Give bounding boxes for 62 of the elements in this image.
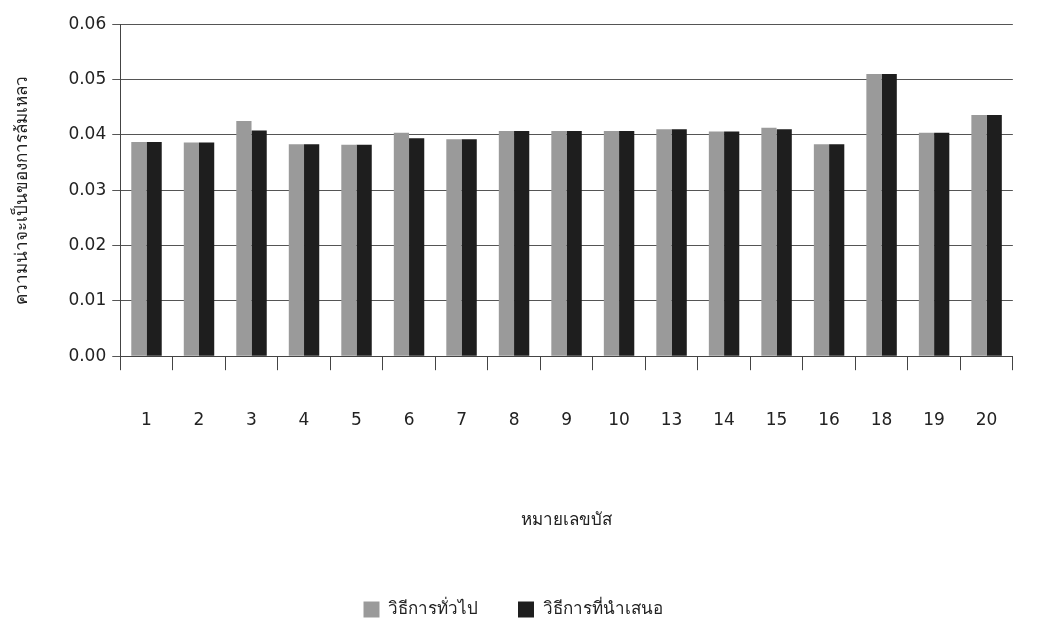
legend-label: วิธีการทั่วไป bbox=[388, 595, 478, 618]
x-tick-label: 9 bbox=[561, 408, 572, 429]
bar bbox=[409, 138, 425, 356]
bar bbox=[131, 142, 147, 356]
bar bbox=[498, 130, 515, 356]
x-tick-label: 20 bbox=[975, 408, 998, 429]
y-tick-label: 0.01 bbox=[68, 289, 107, 310]
bar bbox=[603, 130, 620, 356]
bar bbox=[146, 142, 162, 356]
bar bbox=[866, 74, 882, 356]
bar bbox=[446, 139, 462, 356]
bar bbox=[236, 121, 252, 356]
bar bbox=[671, 129, 687, 356]
y-tick-label: 0.02 bbox=[68, 233, 107, 254]
x-tick-label: 4 bbox=[298, 408, 310, 429]
bar bbox=[183, 142, 200, 356]
x-tick-label: 8 bbox=[508, 408, 520, 429]
bar bbox=[514, 130, 530, 356]
x-tick-label: 3 bbox=[246, 408, 257, 429]
bar bbox=[288, 144, 305, 356]
x-tick-label: 1 bbox=[141, 408, 152, 429]
bar bbox=[551, 130, 567, 356]
x-tick-label: 19 bbox=[923, 408, 945, 429]
bar bbox=[393, 132, 410, 356]
legend-label: วิธีการที่นำเสนอ bbox=[542, 595, 663, 618]
y-tick-label: 0.06 bbox=[68, 12, 107, 33]
bar bbox=[708, 131, 725, 356]
x-tick-label: 10 bbox=[608, 408, 630, 429]
x-tick-label: 15 bbox=[765, 408, 788, 429]
bar bbox=[461, 139, 477, 356]
bar bbox=[199, 142, 215, 356]
x-tick-label: 2 bbox=[193, 408, 205, 429]
bar bbox=[881, 74, 897, 356]
x-tick-label: 14 bbox=[713, 408, 735, 429]
bar bbox=[761, 127, 777, 356]
x-tick-label: 13 bbox=[660, 408, 683, 429]
y-tick-label: 0.03 bbox=[68, 178, 107, 199]
x-axis-title: หมายเลขบัส bbox=[521, 509, 614, 530]
x-tick-label: 6 bbox=[403, 408, 415, 429]
x-tick-label: 16 bbox=[818, 408, 840, 429]
bar bbox=[724, 131, 740, 356]
bar bbox=[304, 144, 320, 356]
bar bbox=[566, 130, 582, 356]
y-tick-label: 0.05 bbox=[68, 67, 107, 88]
bar bbox=[829, 144, 845, 356]
bar bbox=[251, 130, 267, 356]
bar bbox=[656, 129, 672, 356]
y-tick-label: 0.04 bbox=[68, 123, 107, 144]
x-tick-label: 5 bbox=[351, 408, 362, 429]
bar bbox=[918, 132, 935, 356]
bar bbox=[986, 114, 1002, 356]
bar bbox=[813, 144, 830, 356]
x-tick-label: 18 bbox=[870, 408, 893, 429]
y-tick-label: 0.00 bbox=[68, 344, 107, 365]
bar bbox=[619, 130, 635, 356]
bar bbox=[776, 129, 792, 356]
bar bbox=[934, 132, 950, 356]
y-axis-title: ความน่าจะเป็นของการล้มเหลว bbox=[9, 75, 31, 305]
bar bbox=[341, 144, 357, 356]
bar bbox=[971, 114, 987, 356]
x-tick-label: 7 bbox=[456, 408, 467, 429]
bar bbox=[356, 144, 372, 356]
